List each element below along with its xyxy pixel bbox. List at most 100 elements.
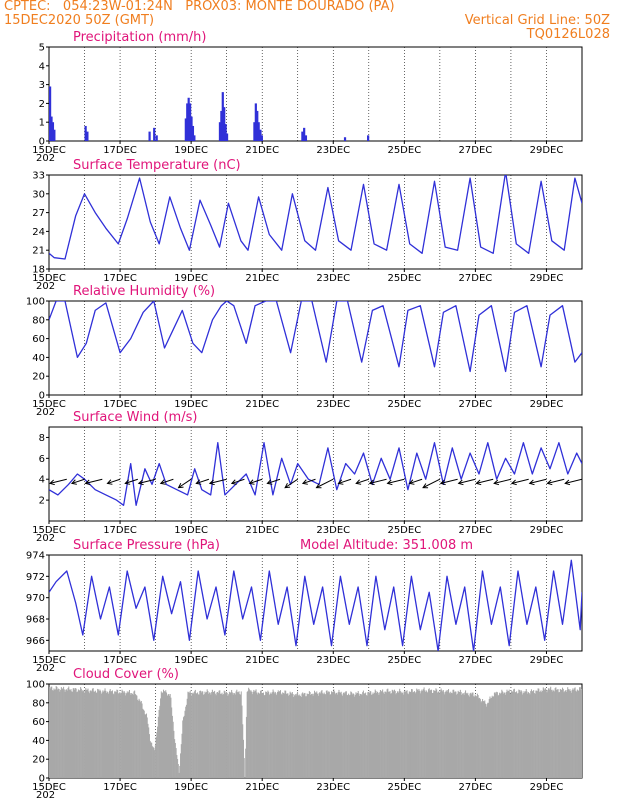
x-tick-label: 19DEC	[174, 399, 208, 410]
x-year-label: 202	[36, 281, 55, 292]
cloud-bar	[148, 734, 150, 778]
cloud-bar	[314, 692, 316, 778]
y-tick-label: 60	[32, 334, 45, 345]
panel-1-frame	[48, 46, 583, 142]
cloud-bar	[376, 693, 378, 778]
cloud-bar	[542, 690, 544, 778]
wind-arrow-head	[106, 479, 113, 485]
cloud-bar	[251, 691, 253, 778]
x-year-label: 202	[36, 533, 55, 544]
precip-bar	[218, 122, 222, 141]
cloud-bar	[419, 690, 421, 778]
cloud-bar	[240, 691, 242, 778]
cloud-bar	[158, 709, 160, 778]
cloud-bar	[376, 691, 378, 778]
wind-arrow	[284, 478, 299, 489]
cloud-bar	[525, 688, 527, 778]
cloud-bar	[319, 692, 321, 778]
cloud-bar	[109, 689, 111, 778]
cloud-bar	[461, 694, 463, 778]
cloud-bar	[227, 695, 229, 778]
cloud-bar	[310, 695, 312, 778]
precip-bar	[224, 124, 227, 141]
cloud-bar	[437, 691, 439, 778]
cloud-bar	[448, 689, 450, 778]
cloud-bar	[576, 689, 578, 778]
cloud-bar	[539, 691, 541, 778]
wind-arrow-head	[159, 479, 166, 485]
cloud-bar	[243, 758, 245, 778]
cloud-bar	[416, 688, 418, 778]
cloud-bar	[257, 692, 259, 778]
cloud-bar	[121, 689, 123, 778]
cloud-bar	[379, 690, 381, 778]
cloud-bar	[406, 690, 408, 778]
precip-bar	[49, 86, 52, 141]
cloud-bar	[97, 689, 99, 778]
cloud-bar	[182, 720, 184, 778]
x-tick-label: 19DEC	[174, 525, 208, 536]
cloud-bar	[423, 687, 425, 778]
x-tick-label: 25DEC	[387, 525, 421, 536]
cloud-bar	[246, 691, 248, 778]
cloud-bar	[320, 691, 322, 778]
cloud-bar	[99, 689, 101, 778]
cloud-bar	[425, 690, 427, 778]
cloud-bar	[281, 694, 283, 778]
cloud-bar	[230, 692, 232, 778]
cloud-bar	[500, 692, 502, 778]
cloud-bar	[200, 690, 202, 778]
cloud-bar	[69, 690, 71, 778]
x-tick-label: 17DEC	[103, 782, 137, 793]
cloud-bar	[482, 699, 484, 778]
cloud-bar	[107, 692, 109, 778]
cloud-bar	[322, 694, 324, 778]
wind-arrow-head	[510, 479, 517, 486]
precip-bar	[259, 129, 262, 141]
cloud-bar	[197, 692, 199, 778]
cloud-bar	[549, 688, 551, 778]
series-line	[49, 442, 582, 506]
cloud-bar	[581, 689, 582, 778]
wind-arrow	[356, 478, 369, 484]
cloud-bar	[479, 697, 481, 778]
wind-arrow-head	[70, 479, 77, 485]
x-tick-label: 15DEC	[32, 782, 66, 793]
cloud-bar	[290, 692, 292, 778]
cloud-bar	[553, 690, 555, 778]
cloud-bar	[371, 694, 373, 778]
cloud-bar	[364, 693, 366, 778]
cloud-bar	[504, 692, 506, 778]
cloud-bar	[222, 694, 225, 778]
cloud-bar	[567, 689, 569, 778]
cloud-bar	[307, 694, 309, 778]
cloud-bar	[555, 687, 557, 778]
y-tick-label: 80	[32, 698, 45, 709]
cloud-bar	[366, 695, 368, 778]
cloud-bar	[160, 698, 162, 778]
y-tick-label: 6	[39, 454, 45, 465]
panel-4-frame	[48, 426, 583, 522]
cloud-bar	[316, 691, 318, 778]
y-tick-label: 972	[26, 572, 45, 583]
cloud-bar	[130, 694, 132, 778]
cloud-bar	[256, 692, 258, 778]
cloud-bar	[397, 692, 399, 778]
cloud-bar	[331, 691, 333, 778]
cloud-bar	[456, 694, 458, 778]
cloud-bar	[66, 689, 68, 778]
cloud-bar	[443, 692, 445, 778]
cloud-bar	[393, 691, 395, 778]
y-tick-label: 0	[39, 774, 45, 785]
cloud-bar	[305, 696, 307, 778]
cloud-bar	[177, 758, 179, 778]
precip-bar	[225, 133, 229, 141]
cloud-bar	[268, 691, 270, 778]
cloud-bar	[507, 691, 509, 778]
cloud-bar	[49, 686, 51, 778]
cloud-bar	[123, 691, 125, 778]
cloud-bar	[294, 695, 296, 778]
y-tick-label: 4	[39, 61, 45, 72]
cloud-bar	[329, 694, 331, 778]
